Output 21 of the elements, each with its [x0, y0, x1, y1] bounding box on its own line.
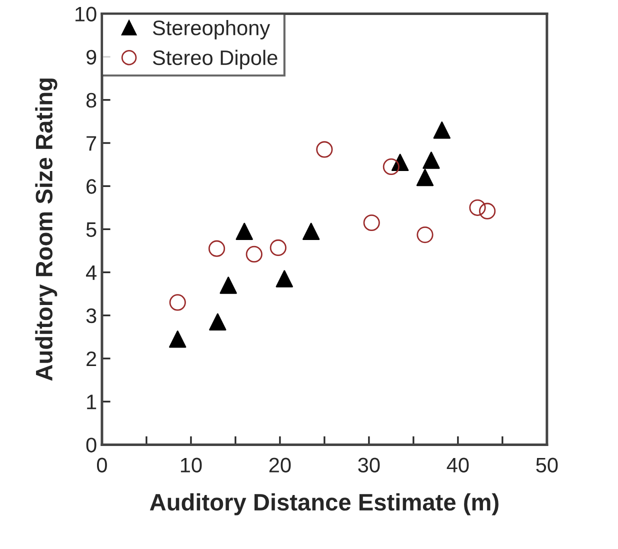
y-tick-label: 4 — [86, 266, 96, 280]
x-tick-label: 50 — [536, 458, 558, 472]
x-tick-label: 10 — [180, 458, 202, 472]
y-tick-label: 10 — [76, 6, 96, 22]
legend-label: Stereo Dipole — [152, 50, 278, 70]
y-tick-label: 8 — [86, 92, 96, 108]
x-tick-label: 30 — [358, 458, 380, 472]
y-tick-label: 7 — [86, 136, 96, 151]
y-tick-label: 3 — [86, 308, 96, 324]
y-axis-title: Auditory Room Size Rating — [35, 78, 58, 381]
x-tick-label: 0 — [96, 458, 107, 472]
y-tick-label: 0 — [86, 438, 96, 452]
y-tick-label: 1 — [87, 394, 96, 410]
y-tick-label: 5 — [86, 222, 96, 237]
x-tick-label: 40 — [446, 458, 469, 472]
y-tick-label: 9 — [86, 50, 96, 65]
x-axis-title: Auditory Distance Estimate (m) — [150, 493, 498, 516]
y-tick-label: 6 — [86, 179, 96, 194]
x-tick-label: 20 — [269, 458, 291, 472]
y-tick-label: 2 — [86, 352, 96, 366]
legend-label: Stereophony — [152, 20, 270, 40]
